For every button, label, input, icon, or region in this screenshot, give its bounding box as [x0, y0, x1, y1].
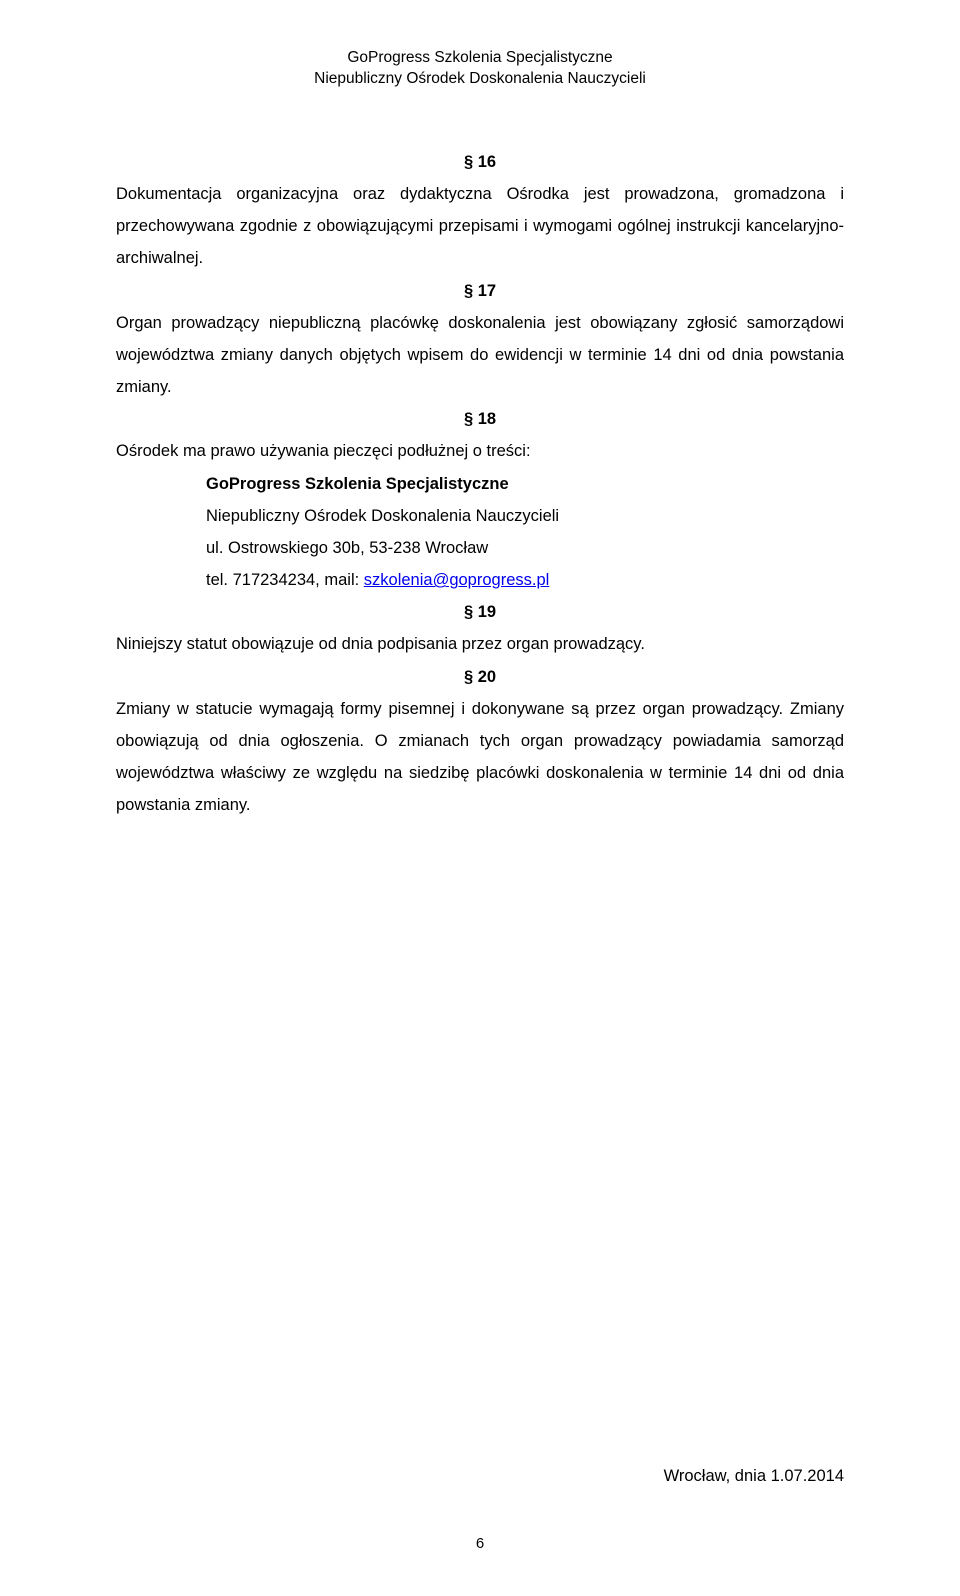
section-19-number: § 19 [116, 596, 844, 628]
document-page: GoProgress Szkolenia Specjalistyczne Nie… [0, 0, 960, 1596]
section-18-stamp-line-1: GoProgress Szkolenia Specjalistyczne [116, 468, 844, 500]
section-18-intro: Ośrodek ma prawo używania pieczęci podłu… [116, 435, 844, 467]
email-link[interactable]: szkolenia@goprogress.pl [364, 571, 550, 589]
section-20-number: § 20 [116, 661, 844, 693]
header-line-1: GoProgress Szkolenia Specjalistyczne [116, 48, 844, 69]
document-body: § 16 Dokumentacja organizacyjna oraz dyd… [116, 146, 844, 822]
section-17-text: Organ prowadzący niepubliczną placówkę d… [116, 307, 844, 404]
section-18-stamp-line-4: tel. 717234234, mail: szkolenia@goprogre… [116, 564, 844, 596]
section-18-tel-prefix: tel. 717234234, mail: [206, 571, 364, 589]
page-number: 6 [0, 1535, 960, 1552]
section-17-number: § 17 [116, 275, 844, 307]
section-18-stamp-line-3: ul. Ostrowskiego 30b, 53-238 Wrocław [116, 532, 844, 564]
document-date: Wrocław, dnia 1.07.2014 [664, 1467, 844, 1486]
section-20-text: Zmiany w statucie wymagają formy pisemne… [116, 693, 844, 822]
section-16-text: Dokumentacja organizacyjna oraz dydaktyc… [116, 178, 844, 275]
section-18-stamp-line-2: Niepubliczny Ośrodek Doskonalenia Nauczy… [116, 500, 844, 532]
section-16-number: § 16 [116, 146, 844, 178]
page-header: GoProgress Szkolenia Specjalistyczne Nie… [116, 48, 844, 90]
section-19-text: Niniejszy statut obowiązuje od dnia podp… [116, 628, 844, 660]
section-18-number: § 18 [116, 403, 844, 435]
header-line-2: Niepubliczny Ośrodek Doskonalenia Nauczy… [116, 69, 844, 90]
